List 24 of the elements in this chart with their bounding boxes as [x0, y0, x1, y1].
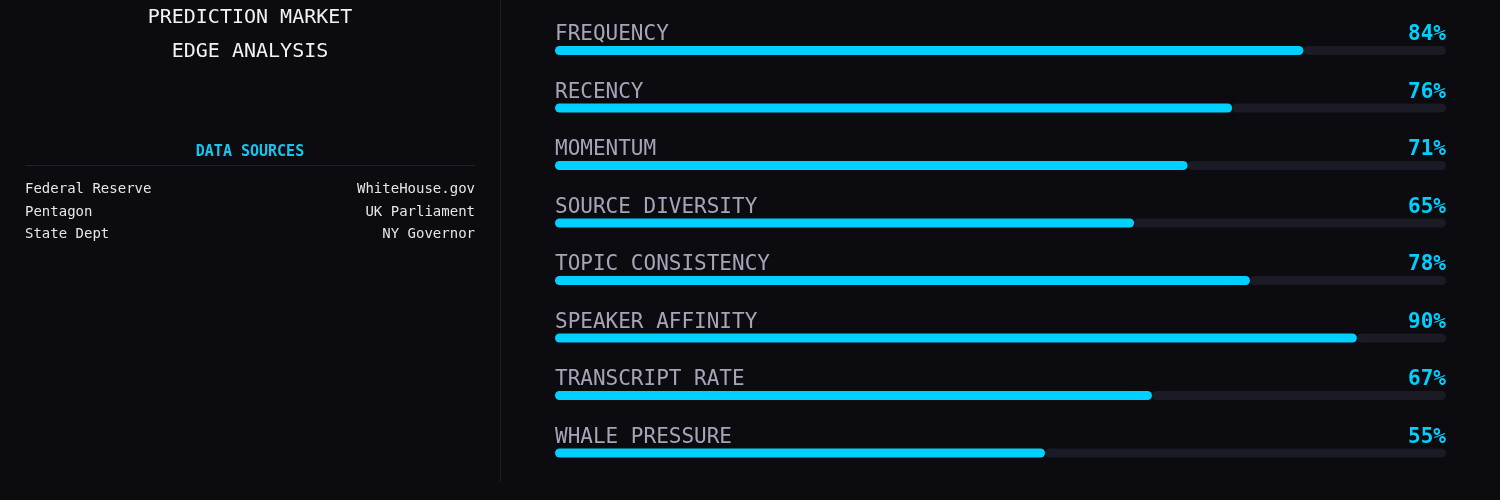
y-tick-label: MOMENTUM	[555, 136, 657, 160]
data-label: 76%	[1408, 78, 1447, 103]
text: NY Governor	[382, 225, 475, 241]
text: State Dept	[25, 225, 110, 241]
text: WhiteHouse.gov	[356, 180, 475, 196]
data-label: 90%	[1408, 308, 1447, 333]
y-tick-label: FREQUENCY	[555, 21, 670, 45]
y-tick-label: WHALE PRESSURE	[555, 423, 733, 448]
y-tick-label: TOPIC CONSISTENCY	[555, 251, 771, 275]
y-tick-label: SOURCE DIVERSITY	[555, 193, 758, 218]
data-label: 67%	[1408, 366, 1447, 390]
text: Pentagon	[25, 202, 93, 219]
y-tick-label: SPEAKER AFFINITY	[555, 308, 758, 333]
data-label: 84%	[1408, 21, 1447, 45]
data-label: 71%	[1408, 136, 1447, 160]
data-label: 78%	[1408, 251, 1447, 275]
text: PREDICTION MARKET EDGE ANALYSIS	[147, 4, 353, 62]
text: UK Parliament	[365, 202, 475, 219]
text: Federal Reserve	[25, 180, 152, 196]
text: DATA SOURCES	[195, 142, 305, 160]
y-tick-label: TRANSCRIPT RATE	[555, 366, 745, 390]
data-label: 65%	[1408, 193, 1447, 218]
data-label: 55%	[1408, 423, 1447, 448]
y-tick-label: RECENCY	[555, 78, 644, 103]
